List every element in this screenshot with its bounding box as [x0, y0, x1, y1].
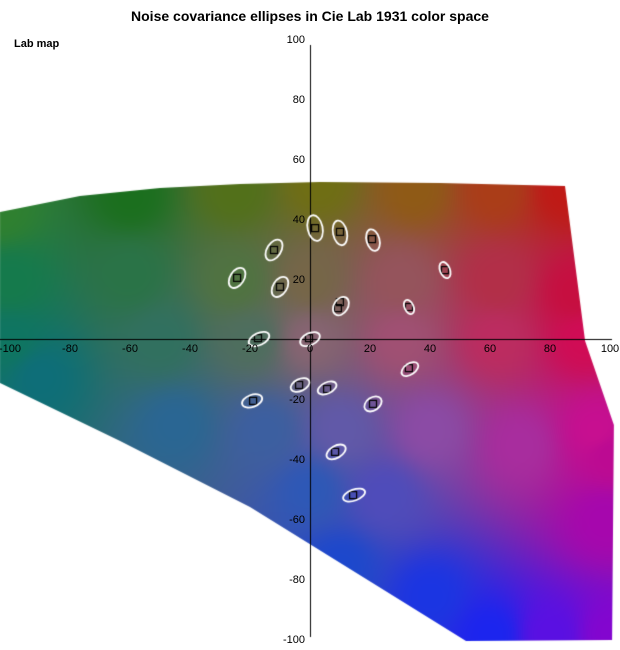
x-tick-label: 100 — [600, 343, 620, 355]
y-tick-label: -60 — [289, 514, 305, 526]
lab-map-label: Lab map — [14, 38, 60, 50]
chart-title: Noise covariance ellipses in Cie Lab 193… — [131, 8, 489, 24]
y-tick-label: -100 — [282, 634, 305, 646]
x-tick-label: 80 — [543, 343, 557, 355]
x-tick-label: 0 — [306, 343, 314, 355]
x-tick-label: -60 — [122, 343, 138, 355]
x-tick-label: -100 — [0, 343, 22, 355]
y-tick-label: 100 — [286, 34, 305, 46]
y-tick-label: -40 — [289, 454, 305, 466]
y-tick-label: 80 — [292, 94, 305, 106]
y-tick-label: 40 — [292, 214, 305, 226]
x-tick-label: -20 — [242, 343, 258, 355]
x-tick-label: 60 — [483, 343, 497, 355]
y-tick-label: 60 — [292, 154, 305, 166]
x-tick-label: 20 — [363, 343, 377, 355]
y-tick-label: -80 — [289, 574, 305, 586]
x-tick-label: -40 — [182, 343, 198, 355]
x-tick-label: -80 — [62, 343, 78, 355]
y-tick-label: -20 — [289, 394, 305, 406]
x-tick-label: 40 — [423, 343, 437, 355]
y-tick-label: 20 — [292, 274, 305, 286]
